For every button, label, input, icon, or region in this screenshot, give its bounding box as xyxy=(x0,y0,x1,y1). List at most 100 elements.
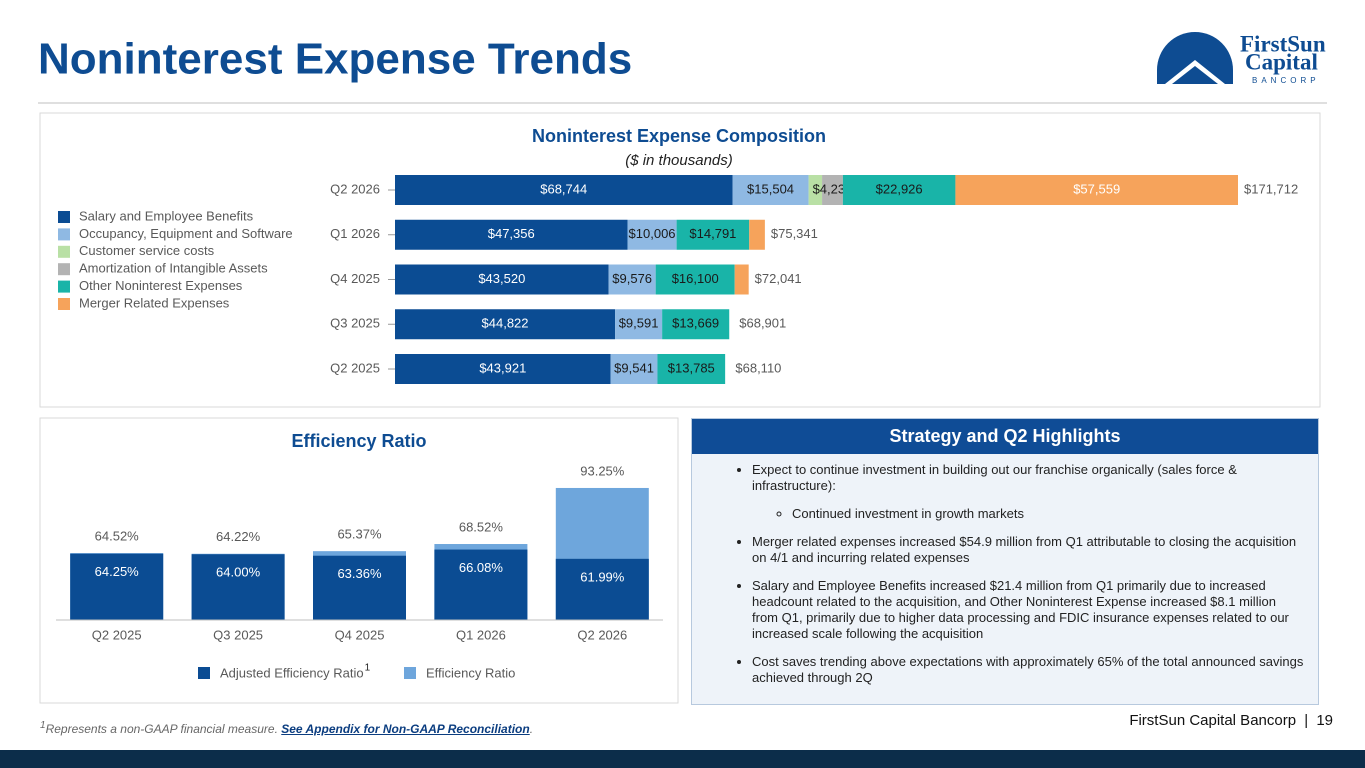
logo-text: BANCORP xyxy=(1252,76,1320,85)
legend-label: Other Noninterest Expenses xyxy=(79,278,243,293)
bullet-text: Cost saves trending above expectations w… xyxy=(752,654,1304,685)
highlights-panel: Strategy and Q2 Highlights Expect to con… xyxy=(691,418,1319,705)
total-label: $72,041 xyxy=(755,271,802,286)
footnote-marker: 1 xyxy=(40,720,46,731)
bar-segment xyxy=(608,264,656,295)
data-label: $57,559 xyxy=(1073,181,1120,196)
legend-swatch xyxy=(404,667,416,679)
legend-label: Salary and Employee Benefits xyxy=(79,208,254,223)
data-label: $16,100 xyxy=(672,271,719,286)
page-footer: FirstSun Capital Bancorp | 19 xyxy=(1125,712,1333,729)
highlights-title: Strategy and Q2 Highlights xyxy=(692,419,1318,454)
total-label: $75,341 xyxy=(771,226,818,241)
bar-segment xyxy=(395,264,609,295)
footer-bar xyxy=(0,750,1365,768)
bar-segment xyxy=(842,175,956,205)
x-tick-label: Q1 2026 xyxy=(456,627,506,642)
bar-segment xyxy=(655,264,735,295)
legend-label: Occupancy, Equipment and Software xyxy=(79,226,293,241)
legend-swatch xyxy=(58,245,70,258)
data-label: $14,791 xyxy=(689,226,736,241)
data-label: $43,520 xyxy=(478,271,525,286)
footnote-text: Represents a non-GAAP financial measure. xyxy=(45,722,278,736)
data-label: 63.36% xyxy=(337,566,382,581)
bullet: Merger related expenses increased $54.9 … xyxy=(752,534,1304,566)
bar-segment xyxy=(627,219,677,250)
legend-swatch xyxy=(58,263,70,276)
data-label: $15,504 xyxy=(747,181,794,196)
bullet: Cost saves trending above expectations w… xyxy=(752,654,1304,686)
bullet: Expect to continue investment in buildin… xyxy=(752,462,1304,522)
data-label: $43,921 xyxy=(479,360,526,375)
footnote: 1Represents a non-GAAP financial measure… xyxy=(40,720,533,736)
bar-segment xyxy=(395,219,628,250)
data-label: $44,822 xyxy=(482,316,529,331)
y-tick-label: Q3 2025 xyxy=(330,316,380,331)
bar xyxy=(434,549,528,620)
footer-separator: | xyxy=(1304,712,1309,729)
bullet: Salary and Employee Benefits increased $… xyxy=(752,578,1304,642)
legend-label: Merger Related Expenses xyxy=(79,295,230,310)
sub-list: Continued investment in growth markets xyxy=(752,506,1304,522)
data-label: $9,591 xyxy=(619,316,659,331)
legend-swatch xyxy=(58,280,70,293)
total-label: $171,712 xyxy=(1244,181,1298,196)
legend-swatch xyxy=(198,667,210,679)
data-label: 68.52% xyxy=(459,519,504,534)
data-label: $9,541 xyxy=(614,360,654,375)
bar-segment xyxy=(610,354,658,384)
highlights-list: Expect to continue investment in buildin… xyxy=(692,462,1318,686)
data-label: 64.52% xyxy=(95,529,140,544)
y-tick-label: Q1 2026 xyxy=(330,226,380,241)
page-number: 19 xyxy=(1316,712,1333,729)
legend-swatch xyxy=(58,211,70,223)
slide-title: Noninterest Expense Trends xyxy=(38,35,632,84)
y-tick-label: Q4 2025 xyxy=(330,271,380,286)
total-label: $68,110 xyxy=(735,360,781,375)
bar-segment xyxy=(955,175,1238,205)
bullet-text: Salary and Employee Benefits increased $… xyxy=(752,578,1289,641)
data-label: 64.25% xyxy=(95,564,140,579)
data-label: $9,576 xyxy=(612,271,652,286)
footer-company: FirstSun Capital Bancorp xyxy=(1129,712,1297,729)
sub-bullet: Continued investment in growth markets xyxy=(792,506,1290,522)
data-label: 93.25% xyxy=(580,463,625,478)
bar-segment xyxy=(734,264,749,295)
bar xyxy=(313,555,406,620)
chart-title: Efficiency Ratio xyxy=(291,431,426,451)
data-label: 64.00% xyxy=(216,565,261,580)
data-label: 66.08% xyxy=(459,560,504,575)
legend-label: Amortization of Intangible Assets xyxy=(79,261,268,276)
data-label: $68,744 xyxy=(540,181,587,196)
legend-label: Efficiency Ratio xyxy=(426,665,515,680)
panel xyxy=(39,417,679,704)
bar xyxy=(191,554,285,620)
data-label: $47,356 xyxy=(488,226,535,241)
bar-segment xyxy=(676,219,750,250)
bar-segment xyxy=(657,354,726,384)
legend-swatch xyxy=(58,298,70,310)
bar-segment xyxy=(662,309,730,340)
data-label: $22,926 xyxy=(876,181,923,196)
footnote-link[interactable]: See Appendix for Non-GAAP Reconciliation xyxy=(281,722,530,736)
data-label: $10,006 xyxy=(629,226,676,241)
bar xyxy=(70,553,164,620)
y-tick-label: Q2 2025 xyxy=(330,360,380,375)
y-tick-label: Q2 2026 xyxy=(330,181,380,196)
legend-label: Customer service costs xyxy=(79,243,215,258)
chart-subtitle: ($ in thousands) xyxy=(625,152,733,169)
logo: FirstSun Capital BANCORP xyxy=(1157,31,1326,85)
legend-label: Adjusted Efficiency Ratio xyxy=(220,665,364,680)
data-label: $13,669 xyxy=(672,316,719,331)
bar-segment xyxy=(749,219,765,250)
logo-text: Capital xyxy=(1245,49,1318,74)
data-label: $4,237 xyxy=(813,181,853,196)
panel xyxy=(39,112,1321,408)
bar-segment xyxy=(732,175,809,205)
bar-segment xyxy=(808,175,823,205)
bar xyxy=(555,558,649,620)
data-label: 64.22% xyxy=(216,529,261,544)
bar-segment xyxy=(615,309,663,340)
